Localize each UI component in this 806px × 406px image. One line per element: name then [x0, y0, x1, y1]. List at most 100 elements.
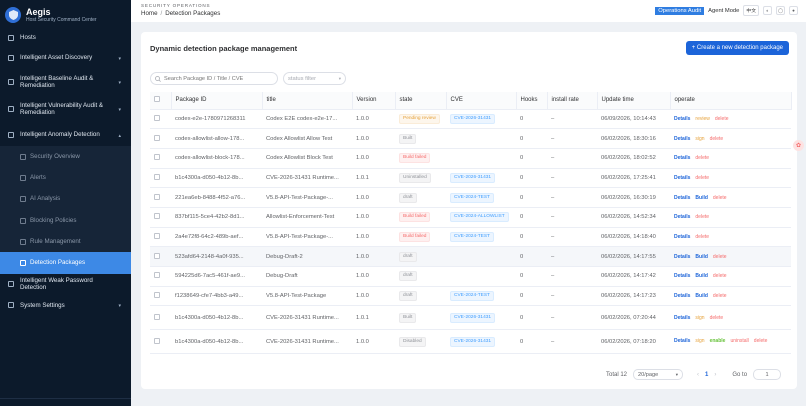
table-row[interactable]: b1c4300a-d050-4b12-8b... CVE-2026-31431 R…: [150, 305, 791, 331]
id-cell: codex-allowlist-block-178...: [171, 148, 262, 169]
row-checkbox[interactable]: [154, 193, 160, 200]
delete-action[interactable]: delete: [712, 253, 727, 260]
menu-item-icon: [20, 260, 26, 267]
sidebar-subitem-2[interactable]: Alerts: [0, 167, 131, 189]
table-row[interactable]: codex-allowlist-block-178... Codex Allowl…: [150, 148, 791, 169]
sidebar-item-4[interactable]: Intelligent Vulnerability Audit & Remedi…: [0, 94, 131, 124]
sidebar-item-5[interactable]: Intelligent Anomaly Detection ▴: [0, 124, 131, 146]
sign-action[interactable]: sign: [695, 314, 705, 321]
rate-cell: –: [547, 148, 597, 169]
details-action[interactable]: Details: [674, 155, 691, 162]
details-action[interactable]: Details: [674, 338, 691, 345]
language-switch[interactable]: 中文: [743, 5, 759, 16]
brand[interactable]: Aegis Host Security Command Center: [0, 0, 131, 30]
delete-action[interactable]: delete: [709, 314, 724, 321]
table-row[interactable]: b1c4300a-d050-4b12-8b... CVE-2026-31431 R…: [150, 329, 791, 355]
page-number[interactable]: 1: [705, 371, 709, 378]
page-size-select[interactable]: 20/page ▾: [633, 369, 684, 380]
row-checkbox[interactable]: [154, 173, 160, 180]
details-action[interactable]: Details: [674, 253, 691, 260]
id-cell: b1c4300a-d050-4b12-8b...: [171, 168, 262, 189]
assistant-float-icon[interactable]: ✿: [793, 140, 804, 151]
id-cell: 594225d6-7ac5-461f-ae9...: [171, 266, 262, 287]
uninstall-action[interactable]: uninstall: [730, 338, 749, 345]
search-input[interactable]: [164, 75, 276, 82]
details-action[interactable]: Details: [674, 194, 691, 201]
details-action[interactable]: Details: [674, 233, 691, 240]
details-action[interactable]: Details: [674, 135, 691, 142]
row-select-cell: [150, 286, 171, 307]
sign-action[interactable]: sign: [695, 338, 705, 345]
table-row[interactable]: 594225d6-7ac5-461f-ae9... Debug-Draft 1.0.…: [150, 266, 791, 287]
goto-input[interactable]: 1: [753, 369, 782, 380]
agent-mode-toggle[interactable]: Agent Mode: [708, 7, 740, 14]
sidebar-item-1[interactable]: Hosts: [0, 30, 131, 46]
user-icon[interactable]: ●: [789, 6, 798, 15]
build-action[interactable]: Build: [695, 293, 708, 300]
prev-page-button[interactable]: ‹: [697, 371, 700, 378]
table-row[interactable]: b1c4300a-d050-4b12-8b... CVE-2026-31431 R…: [150, 168, 791, 189]
details-action[interactable]: Details: [674, 273, 691, 280]
sidebar-bottom-item-1[interactable]: Intelligent Weak Password Detection: [0, 274, 131, 295]
build-action[interactable]: Build: [695, 273, 708, 280]
row-checkbox[interactable]: [154, 213, 160, 220]
table-row[interactable]: f1238649-cfe7-4bb3-a49... V5.8-API-Test-P…: [150, 286, 791, 307]
operations-audit-tag[interactable]: Operations Audit: [655, 6, 705, 15]
sidebar-subitem-5[interactable]: Rule Management: [0, 231, 131, 253]
delete-action[interactable]: delete: [712, 293, 727, 300]
row-checkbox[interactable]: [154, 134, 160, 141]
details-action[interactable]: Details: [674, 115, 691, 122]
delete-action[interactable]: delete: [695, 155, 710, 162]
delete-action[interactable]: delete: [712, 194, 727, 201]
delete-action[interactable]: delete: [695, 214, 710, 221]
row-checkbox[interactable]: [154, 114, 160, 121]
row-checkbox[interactable]: [154, 154, 160, 161]
table-row[interactable]: codex-allowlist-allow-178... Codex Allowl…: [150, 128, 791, 149]
details-action[interactable]: Details: [674, 293, 691, 300]
row-checkbox[interactable]: [154, 337, 160, 344]
create-package-button[interactable]: + Create a new detection package: [685, 41, 789, 55]
delete-action[interactable]: delete: [712, 273, 727, 280]
sign-action[interactable]: sign: [695, 135, 705, 142]
sidebar-item-2[interactable]: Intelligent Asset Discovery ▾: [0, 46, 131, 70]
sidebar-subitem-1[interactable]: Security Overview: [0, 146, 131, 168]
row-checkbox[interactable]: [154, 252, 160, 259]
bell-icon[interactable]: ◯: [776, 6, 785, 15]
row-checkbox[interactable]: [154, 292, 160, 299]
sidebar-item-3[interactable]: Intelligent Baseline Audit & Remediation…: [0, 70, 131, 94]
version-cell: 1.0.0: [352, 207, 395, 228]
breadcrumb-home[interactable]: Home: [141, 10, 158, 17]
review-action[interactable]: review: [695, 115, 710, 122]
table-row[interactable]: 221ea6eb-8488-4f52-a76... V5.8-API-Test-P…: [150, 187, 791, 208]
delete-action[interactable]: delete: [695, 233, 710, 240]
table-row[interactable]: codex-e2e-1780971268311 Codex E2E codex-e…: [150, 109, 791, 130]
delete-action[interactable]: delete: [753, 338, 768, 345]
sidebar-bottom-item-2[interactable]: System Settings ▾: [0, 295, 131, 316]
build-action[interactable]: Build: [695, 253, 708, 260]
sidebar-subitem-label: Rule Management: [30, 238, 81, 246]
select-all-checkbox[interactable]: [154, 96, 160, 103]
status-filter-select[interactable]: status filter ▾: [283, 72, 346, 85]
row-checkbox[interactable]: [154, 313, 160, 320]
enable-action[interactable]: enable: [709, 338, 726, 345]
details-action[interactable]: Details: [674, 314, 691, 321]
table-row[interactable]: 2a4e72f8-64c2-489b-aef... V5.8-API-Test-P…: [150, 227, 791, 248]
next-page-button[interactable]: ›: [714, 371, 717, 378]
row-checkbox[interactable]: [154, 272, 160, 279]
sidebar-subitem-6[interactable]: Detection Packages: [0, 252, 131, 274]
delete-action[interactable]: delete: [709, 135, 724, 142]
sidebar-subitem-3[interactable]: AI Analysis: [0, 188, 131, 210]
delete-action[interactable]: delete: [695, 174, 710, 181]
table-row[interactable]: 523afd64-2148-4a0f-935... Debug-Draft-2 1.…: [150, 246, 791, 267]
column-header: CVE: [446, 92, 517, 110]
row-select-cell: [150, 329, 171, 355]
table-row[interactable]: 837bf115-5ce4-42b2-8d1... Allowlist-Enfor…: [150, 207, 791, 228]
details-action[interactable]: Details: [674, 174, 691, 181]
details-action[interactable]: Details: [674, 214, 691, 221]
build-action[interactable]: Build: [695, 194, 708, 201]
moon-icon[interactable]: ◐: [763, 6, 772, 15]
state-cell: draft: [395, 187, 446, 208]
sidebar-subitem-4[interactable]: Blocking Policies: [0, 209, 131, 232]
delete-action[interactable]: delete: [714, 115, 729, 122]
row-checkbox[interactable]: [154, 232, 160, 239]
